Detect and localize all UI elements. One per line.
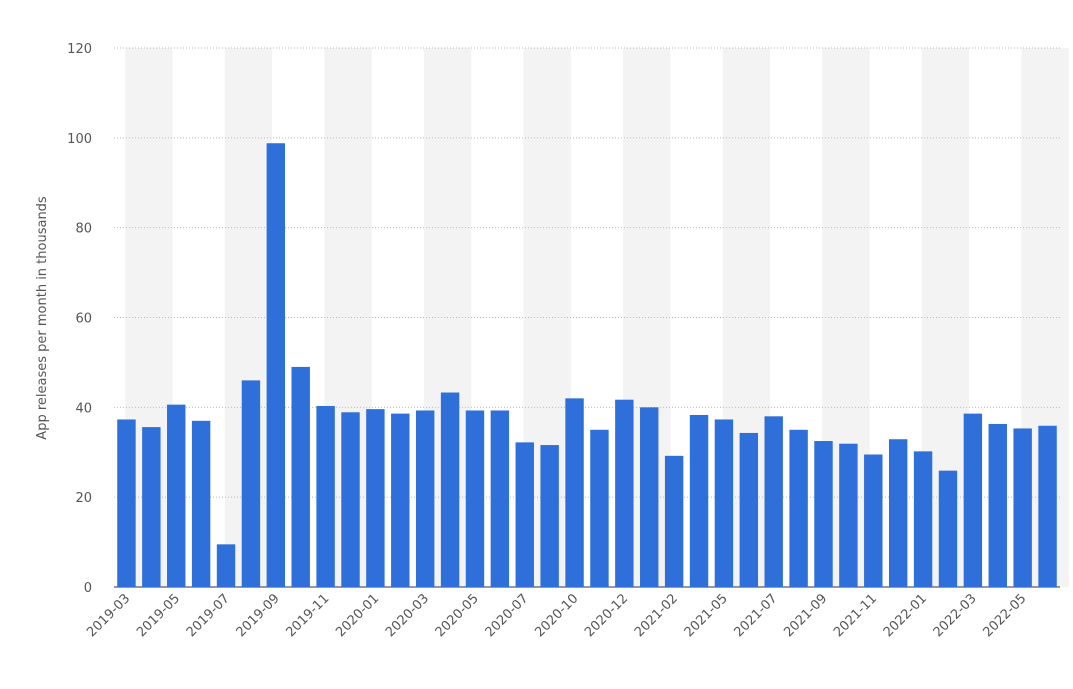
x-tick-label: 2022-03 [931,591,980,640]
bar [814,441,833,587]
bar [117,419,136,587]
x-tick-label: 2021-11 [831,591,880,640]
bar [913,451,933,587]
x-tick-label: 2020-03 [383,591,432,640]
x-tick-label: 2020-07 [483,591,532,640]
bar [266,143,286,587]
y-axis-label: App releases per month in thousands [35,196,50,440]
bar [366,409,385,587]
x-tick-label: 2021-09 [781,591,830,640]
bar [465,410,485,587]
bar [689,414,709,587]
bar [565,398,584,587]
x-tick-label: 2021-07 [732,591,781,640]
x-tick-label: 2020-12 [582,591,631,640]
y-tick-label: 20 [75,491,92,506]
bar [142,427,161,587]
bar [540,445,559,587]
bar [241,380,261,587]
y-tick-label: 80 [75,222,92,237]
x-tick-label: 2020-10 [532,591,581,640]
bar [590,429,609,587]
x-tick-label: 2021-05 [682,591,731,640]
bar [316,405,335,587]
bar [191,420,211,587]
bar [839,443,858,587]
bar [167,404,186,587]
x-tick-label: 2019-09 [234,591,283,640]
x-tick-label: 2019-11 [283,591,332,640]
x-tick-label: 2019-07 [184,591,233,640]
bar [789,429,808,587]
bar [391,413,410,587]
x-tick-label: 2019-03 [84,591,133,640]
bar [664,455,684,587]
bar [216,544,236,587]
bar [864,454,883,587]
bar [415,410,435,587]
y-tick-label: 60 [75,312,92,327]
bar [764,416,783,587]
y-tick-label: 100 [67,132,92,147]
bar [988,423,1007,587]
bar [490,410,510,587]
bar [640,407,659,587]
bar [615,399,634,587]
bar [714,419,734,587]
bar [440,392,460,587]
bar [341,412,360,587]
bar [1038,425,1057,587]
x-tick-label: 2019-05 [134,591,183,640]
bar [291,366,310,587]
bar [515,442,534,587]
x-tick-label: 2022-01 [881,591,930,640]
x-tick-label: 2020-05 [433,591,482,640]
bar [1013,428,1032,587]
bar [888,439,908,587]
x-tick-label: 2021-02 [632,591,681,640]
bar [938,470,958,587]
y-tick-label: 0 [84,581,92,596]
bar [739,432,759,587]
x-tick-label: 2020-01 [333,591,382,640]
x-tick-label: 2022-05 [980,591,1029,640]
y-tick-label: 120 [67,42,92,57]
bar [963,413,983,587]
y-tick-label: 40 [75,401,92,416]
